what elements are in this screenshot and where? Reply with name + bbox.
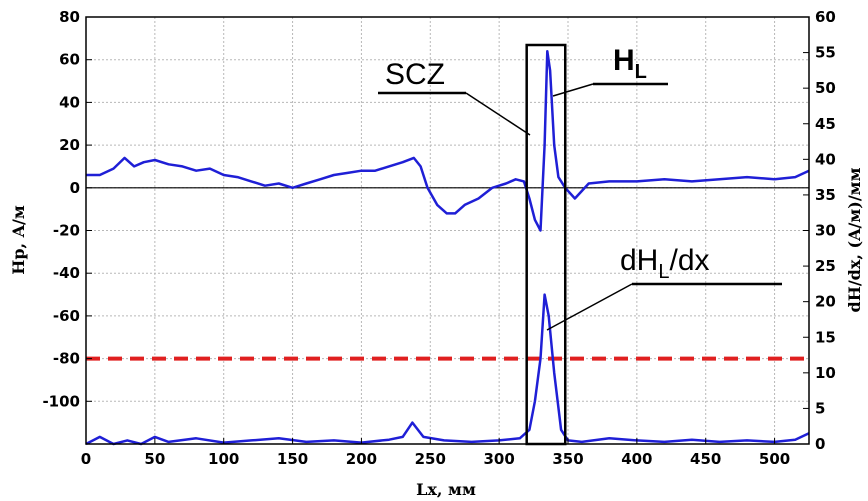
right-y-tick-label: 50 — [815, 79, 836, 97]
hl-leader — [552, 83, 594, 97]
right-y-tick-label: 60 — [815, 8, 836, 26]
x-tick-label: 300 — [483, 450, 514, 468]
dhl-label: dHL/dx — [620, 244, 710, 283]
left-y-axis-label: Hp, A/м — [9, 205, 28, 275]
right-y-tick-label: 15 — [815, 328, 836, 346]
x-tick-label: 200 — [346, 450, 377, 468]
right-y-tick-label: 30 — [815, 222, 836, 240]
right-y-tick-label: 20 — [815, 293, 836, 311]
right-y-tick-label: 5 — [815, 399, 825, 417]
left-y-tick-label: 0 — [70, 179, 80, 197]
right-y-tick-label: 35 — [815, 186, 836, 204]
left-y-tick-label: 40 — [59, 93, 80, 111]
grid — [85, 16, 809, 444]
x-axis-label: Lx, мм — [416, 480, 476, 499]
x-tick-label: 150 — [277, 450, 308, 468]
right-y-tick-label: 25 — [815, 257, 836, 275]
left-y-tick-labels: 80 60 40 20 0 -20 -40 -60 -80 -100 — [42, 8, 92, 410]
x-tick-label: 400 — [621, 450, 652, 468]
left-y-tick-label: -40 — [53, 264, 80, 282]
right-y-tick-label: 10 — [815, 364, 836, 382]
x-tick-label: 100 — [208, 450, 239, 468]
left-y-tick-label: 20 — [59, 136, 80, 154]
x-tick-label: 350 — [552, 450, 583, 468]
series-dhldx-line — [85, 293, 810, 446]
left-y-tick-label: -100 — [42, 392, 80, 410]
x-tick-label: 0 — [81, 450, 91, 468]
x-tick-label: 50 — [144, 450, 165, 468]
hl-label: HL — [613, 44, 647, 83]
left-y-tick-label: -60 — [53, 307, 80, 325]
left-y-tick-label: -20 — [53, 222, 80, 240]
scz-leader — [465, 92, 531, 136]
right-y-tick-label: 55 — [815, 44, 836, 62]
x-tick-labels: 0 50 100 150 200 250 300 350 400 450 500 — [81, 438, 790, 468]
left-y-tick-label: -80 — [53, 350, 80, 368]
right-y-tick-label: 45 — [815, 115, 836, 133]
series-layer — [85, 49, 810, 446]
x-tick-label: 500 — [759, 450, 790, 468]
x-tick-label: 450 — [690, 450, 721, 468]
left-y-tick-label: 60 — [59, 51, 80, 69]
right-y-tick-label: 0 — [815, 435, 825, 453]
right-y-tick-label: 40 — [815, 150, 836, 168]
left-y-tick-label: 80 — [59, 8, 80, 26]
right-y-axis-label: dH/dx, (A/м)/мм — [845, 167, 864, 312]
scz-label: SCZ — [385, 58, 445, 91]
annotations: SCZ HL dHL/dx — [378, 44, 782, 331]
series-hl-line — [86, 49, 810, 232]
dhl-leader — [546, 283, 633, 331]
x-tick-label: 250 — [415, 450, 446, 468]
